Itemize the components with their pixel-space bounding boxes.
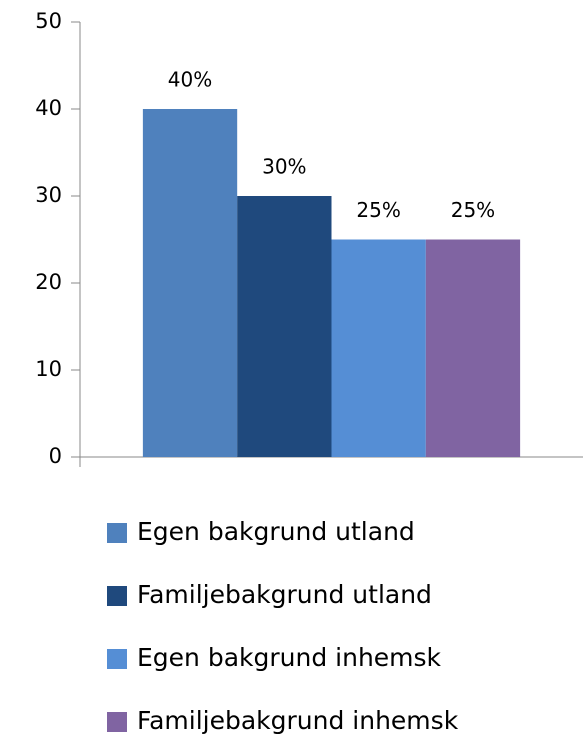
legend-label: Familjebakgrund utland: [137, 580, 432, 609]
y-tick-label: 20: [35, 270, 62, 294]
legend-label: Egen bakgrund utland: [137, 517, 415, 546]
data-label: 25%: [451, 198, 495, 222]
data-label: 30%: [262, 155, 306, 179]
legend-swatch: [107, 586, 127, 606]
legend-swatch: [107, 712, 127, 732]
legend-label: Egen bakgrund inhemsk: [137, 643, 442, 672]
y-tick-label: 0: [49, 444, 62, 468]
legend-swatch: [107, 649, 127, 669]
legend-swatch: [107, 523, 127, 543]
y-tick-label: 30: [35, 183, 62, 207]
bar: [142, 109, 238, 457]
data-label: 40%: [168, 68, 212, 92]
y-tick-label: 50: [35, 9, 62, 33]
bar: [425, 239, 521, 457]
y-tick-label: 10: [35, 357, 62, 381]
legend-label: Familjebakgrund inhemsk: [137, 706, 459, 735]
data-label: 25%: [356, 198, 400, 222]
bar: [331, 239, 426, 457]
y-tick-label: 40: [35, 96, 62, 120]
bar: [237, 196, 332, 457]
